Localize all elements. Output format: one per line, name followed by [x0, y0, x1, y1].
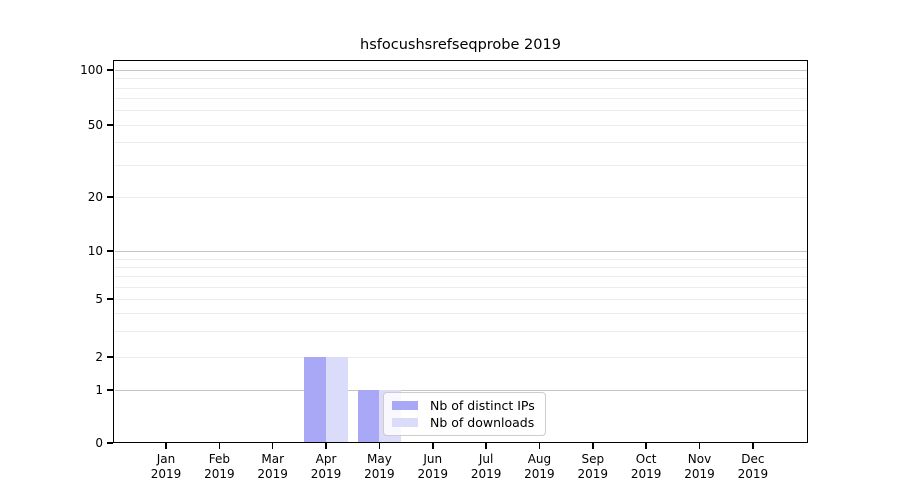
- bar-nb-of-distinct-ips-apr: [304, 357, 327, 443]
- x-tick-label-nov: Nov 2019: [684, 452, 715, 481]
- x-tick-label-sep: Sep 2019: [577, 452, 609, 481]
- minor-gridline-50: [114, 125, 807, 126]
- minor-gridline-80: [114, 87, 807, 89]
- legend-item-0: Nb of distinct IPs: [392, 397, 535, 414]
- legend-label: Nb of downloads: [430, 415, 535, 430]
- x-tick-label-oct: Oct 2019: [630, 452, 662, 481]
- minor-gridline-7: [114, 276, 807, 277]
- legend-swatch-icon: [392, 417, 418, 428]
- y-tick-10: [107, 250, 113, 252]
- minor-gridline-4: [114, 313, 807, 314]
- minor-gridline-9: [114, 258, 807, 260]
- x-tick-dec: [752, 443, 754, 449]
- y-tick-label-5: 5: [95, 292, 103, 306]
- legend-box: Nb of distinct IPs Nb of downloads: [383, 392, 546, 436]
- legend-label: Nb of distinct IPs: [430, 398, 535, 413]
- chart-title: hsfocushsrefseqprobe 2019: [360, 37, 561, 53]
- minor-gridline-2: [114, 357, 807, 358]
- bar-nb-of-downloads-apr: [326, 357, 348, 443]
- minor-gridline-3: [114, 331, 807, 332]
- x-tick-jul: [485, 443, 487, 449]
- x-tick-feb: [218, 443, 221, 449]
- x-tick-sep: [592, 443, 594, 449]
- x-tick-nov: [698, 443, 701, 449]
- minor-gridline-70: [114, 98, 807, 99]
- major-gridline-100: [114, 70, 807, 71]
- y-tick-label-10: 10: [87, 244, 103, 258]
- y-tick-label-50: 50: [87, 118, 103, 132]
- major-gridline-10: [114, 251, 807, 252]
- x-tick-label-dec: Dec 2019: [737, 452, 769, 481]
- x-tick-label-mar: Mar 2019: [257, 452, 288, 481]
- minor-gridline-40: [114, 142, 807, 143]
- x-tick-aug: [538, 443, 541, 449]
- y-tick-0: [107, 442, 113, 444]
- x-tick-label-jul: Jul 2019: [470, 452, 502, 481]
- minor-gridline-6: [114, 286, 807, 288]
- x-tick-label-jun: Jun 2019: [417, 452, 449, 481]
- minor-gridline-5: [114, 299, 807, 300]
- legend-item-1: Nb of downloads: [392, 414, 535, 431]
- x-tick-label-feb: Feb 2019: [204, 452, 235, 481]
- x-tick-jun: [432, 443, 434, 449]
- y-tick-2: [107, 356, 113, 358]
- legend-swatch-icon: [392, 400, 418, 411]
- x-tick-may: [378, 443, 381, 449]
- y-tick-label-20: 20: [87, 190, 103, 204]
- x-tick-jan: [165, 443, 167, 449]
- minor-gridline-8: [114, 266, 807, 268]
- x-tick-mar: [271, 443, 274, 449]
- y-tick-label-1: 1: [95, 383, 103, 397]
- minor-gridline-30: [114, 165, 807, 166]
- y-tick-1: [107, 389, 113, 391]
- x-tick-label-apr: Apr 2019: [310, 452, 342, 481]
- minor-gridline-90: [114, 78, 807, 79]
- x-tick-label-may: May 2019: [364, 452, 395, 481]
- x-tick-label-aug: Aug 2019: [524, 452, 555, 481]
- y-tick-50: [107, 124, 113, 126]
- y-tick-label-100: 100: [80, 63, 103, 77]
- major-gridline-1: [114, 390, 807, 391]
- y-tick-label-2: 2: [95, 350, 103, 364]
- y-tick-label-0: 0: [95, 436, 103, 450]
- minor-gridline-60: [114, 110, 807, 111]
- y-tick-20: [107, 196, 113, 198]
- bar-nb-of-distinct-ips-may: [357, 390, 380, 443]
- y-tick-100: [107, 69, 113, 71]
- x-tick-oct: [645, 443, 647, 449]
- x-tick-label-jan: Jan 2019: [150, 452, 182, 481]
- y-tick-5: [107, 298, 113, 300]
- x-tick-apr: [325, 443, 327, 449]
- minor-gridline-20: [114, 197, 807, 198]
